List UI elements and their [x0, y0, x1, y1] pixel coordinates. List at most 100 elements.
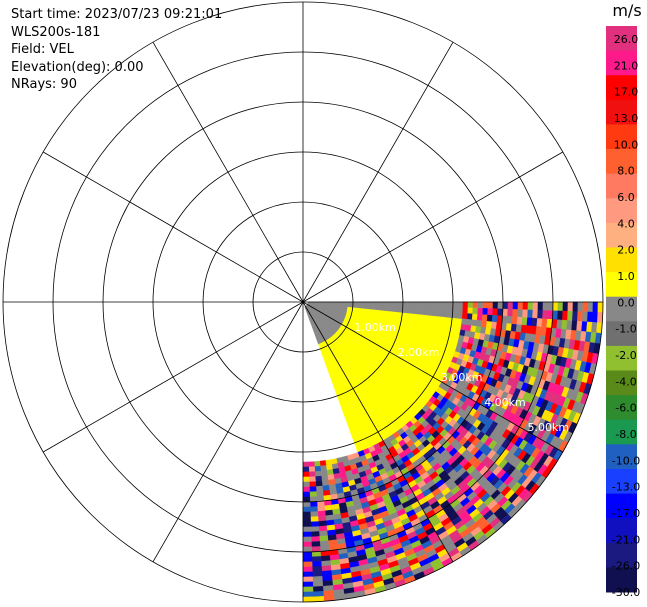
data-cell: [582, 311, 589, 323]
data-cell: [521, 317, 528, 326]
data-cell: [466, 313, 473, 321]
data-cell: [392, 308, 399, 313]
data-cell: [310, 511, 319, 518]
data-cell: [309, 496, 318, 503]
data-cell: [492, 301, 499, 310]
data-cell: [315, 480, 323, 487]
data-cell: [302, 551, 313, 558]
colorbar-tick-label: 1.0: [617, 270, 635, 283]
data-cell: [302, 461, 310, 468]
data-cell: [309, 491, 317, 498]
colorbar-tick-label: -21.0: [612, 533, 640, 546]
data-cell: [312, 591, 324, 598]
data-cell: [461, 318, 468, 326]
azimuth-line: [302, 41, 454, 303]
data-cell: [537, 301, 544, 311]
data-cell: [527, 309, 534, 319]
data-cell: [310, 536, 320, 543]
data-cell: [471, 319, 478, 327]
colorbar-tick-label: 8.0: [617, 165, 635, 178]
data-cell: [352, 305, 359, 308]
data-cell: [461, 312, 468, 320]
data-cell: [557, 310, 564, 321]
colorbar-cell: [606, 222, 637, 248]
data-cell: [472, 301, 479, 309]
data-cell: [456, 317, 463, 325]
colorbar-cell: [606, 247, 637, 273]
data-cell: [432, 310, 438, 317]
data-cell: [462, 307, 469, 314]
data-cell: [552, 301, 559, 312]
data-cell: [517, 309, 524, 318]
data-cell: [511, 316, 518, 325]
data-cell: [309, 486, 317, 493]
data-cell: [302, 536, 312, 543]
colorbar-tick-label: 26.0: [614, 33, 639, 46]
data-cell: [587, 301, 594, 313]
data-cell: [312, 571, 323, 578]
data-cell: [547, 301, 554, 311]
instrument-label: WLS200s-181: [11, 24, 101, 40]
data-cell: [302, 501, 311, 508]
data-cell: [477, 307, 484, 315]
data-cell: [542, 310, 549, 320]
data-cell: [397, 308, 404, 313]
data-cell: [452, 306, 459, 314]
data-cell: [536, 318, 543, 328]
data-cell: [427, 306, 434, 312]
data-cell: [302, 471, 310, 478]
colorbar-tick-label: 13.0: [614, 112, 639, 125]
data-cell: [317, 510, 326, 517]
colorbar-cell: [606, 493, 637, 519]
data-cell: [302, 526, 312, 533]
colorbar-tick-label: 17.0: [614, 86, 639, 99]
data-cell: [422, 310, 428, 316]
data-cell: [318, 525, 328, 532]
colorbar-tick-label: 0.0: [617, 296, 635, 309]
data-cell: [302, 541, 312, 548]
data-cell: [487, 308, 494, 316]
colorbar-cell: [606, 518, 637, 544]
data-cell: [497, 308, 504, 317]
data-cell: [311, 561, 322, 568]
azimuth-line: [302, 151, 563, 303]
data-cell: [522, 309, 529, 318]
data-cell: [476, 313, 483, 322]
colorbar-tick-label: 4.0: [617, 217, 635, 230]
data-cell: [427, 310, 433, 316]
data-cell: [592, 301, 599, 313]
nrays-label: NRays: 90: [11, 77, 77, 92]
data-cell: [517, 301, 524, 310]
data-cell: [407, 305, 414, 310]
data-cell: [357, 305, 364, 309]
data-cell: [502, 301, 509, 310]
azimuth-line: [152, 41, 304, 303]
data-cell: [392, 304, 399, 309]
data-cell: [387, 301, 394, 306]
data-cell: [567, 301, 574, 312]
data-cell: [313, 596, 325, 603]
data-cell: [417, 301, 424, 307]
data-cell: [308, 461, 315, 468]
data-cell: [422, 301, 429, 307]
colorbar-cell: [606, 296, 637, 322]
data-cell: [597, 312, 604, 324]
data-cell: [312, 586, 324, 593]
data-cell: [482, 308, 489, 316]
data-cell: [477, 301, 484, 309]
data-cell: [436, 315, 443, 322]
data-cell: [310, 526, 320, 533]
data-cell: [487, 301, 494, 309]
data-cell: [567, 310, 574, 322]
data-cell: [492, 308, 499, 316]
data-cell: [302, 561, 313, 568]
data-cell: [467, 301, 474, 309]
azimuth-line: [42, 151, 304, 303]
velocity-data-layer: [302, 301, 604, 603]
colorbar-tick-label: -17.0: [612, 507, 640, 520]
data-cell: [486, 314, 493, 323]
data-cell: [308, 476, 316, 483]
data-cell: [367, 306, 374, 310]
colorbar-cell: [606, 419, 637, 445]
data-cell: [512, 301, 519, 310]
